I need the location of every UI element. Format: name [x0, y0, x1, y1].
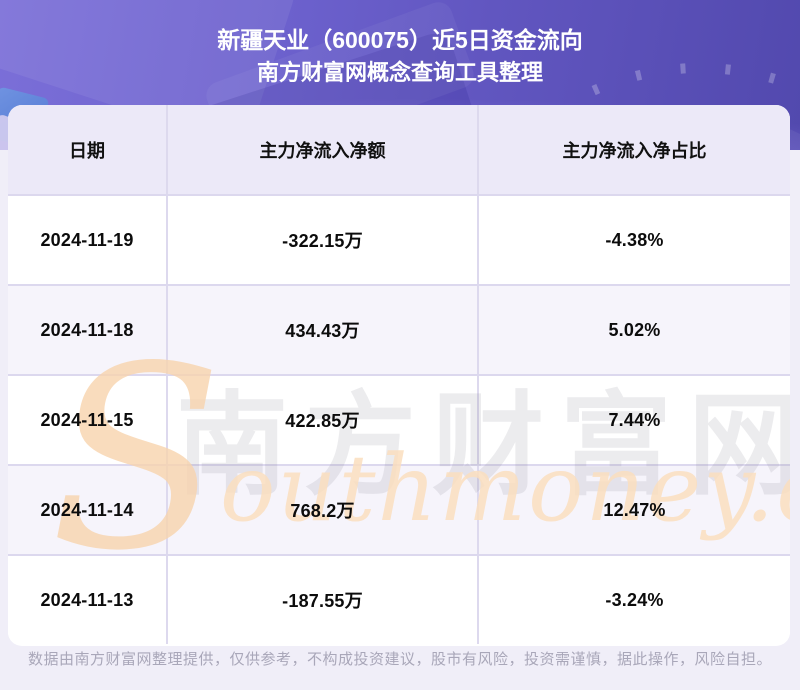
cell-net-inflow-pct: 12.47%: [477, 466, 790, 554]
cell-net-inflow: -187.55万: [166, 556, 477, 644]
table-row: 2024-11-14 768.2万 12.47%: [8, 464, 790, 554]
disclaimer-text: 数据由南方财富网整理提供，仅供参考，不构成投资建议，股市有风险，投资需谨慎，据此…: [27, 651, 772, 668]
cell-date: 2024-11-19: [40, 229, 134, 250]
cell-date: 2024-11-18: [40, 319, 134, 340]
header-date: 日期: [69, 140, 105, 161]
cell-net-inflow-pct: -3.24%: [477, 556, 790, 644]
cell-net-inflow: -322.15万: [166, 196, 477, 284]
cell-net-inflow: 422.85万: [166, 376, 477, 464]
cell-net-inflow-pct: 7.44%: [477, 376, 790, 464]
page-title-line1: 新疆天业（600075）近5日资金流向: [217, 27, 583, 53]
table-header-row: 日期 主力净流入净额 主力净流入净占比: [8, 105, 790, 194]
page-title-line2: 南方财富网概念查询工具整理: [256, 60, 543, 85]
cell-net-inflow: 434.43万: [166, 286, 477, 374]
cell-net-inflow-pct: -4.38%: [477, 196, 790, 284]
table-row: 2024-11-19 -322.15万 -4.38%: [8, 194, 790, 284]
table-row: 2024-11-18 434.43万 5.02%: [8, 284, 790, 374]
cell-date: 2024-11-14: [40, 499, 134, 520]
table-row: 2024-11-13 -187.55万 -3.24%: [8, 554, 790, 644]
cell-date: 2024-11-13: [40, 589, 134, 610]
header-net-inflow-pct: 主力净流入净占比: [477, 105, 790, 194]
cell-net-inflow-pct: 5.02%: [477, 286, 790, 374]
cell-date: 2024-11-15: [40, 409, 134, 430]
table-row: 2024-11-15 422.85万 7.44%: [8, 374, 790, 464]
cell-net-inflow: 768.2万: [166, 466, 477, 554]
fund-flow-table: 日期 主力净流入净额 主力净流入净占比 2024-11-19 -322.15万 …: [8, 105, 790, 646]
page-title: 新疆天业（600075）近5日资金流向 南方财富网概念查询工具整理: [0, 0, 800, 90]
header-net-inflow: 主力净流入净额: [166, 105, 477, 194]
